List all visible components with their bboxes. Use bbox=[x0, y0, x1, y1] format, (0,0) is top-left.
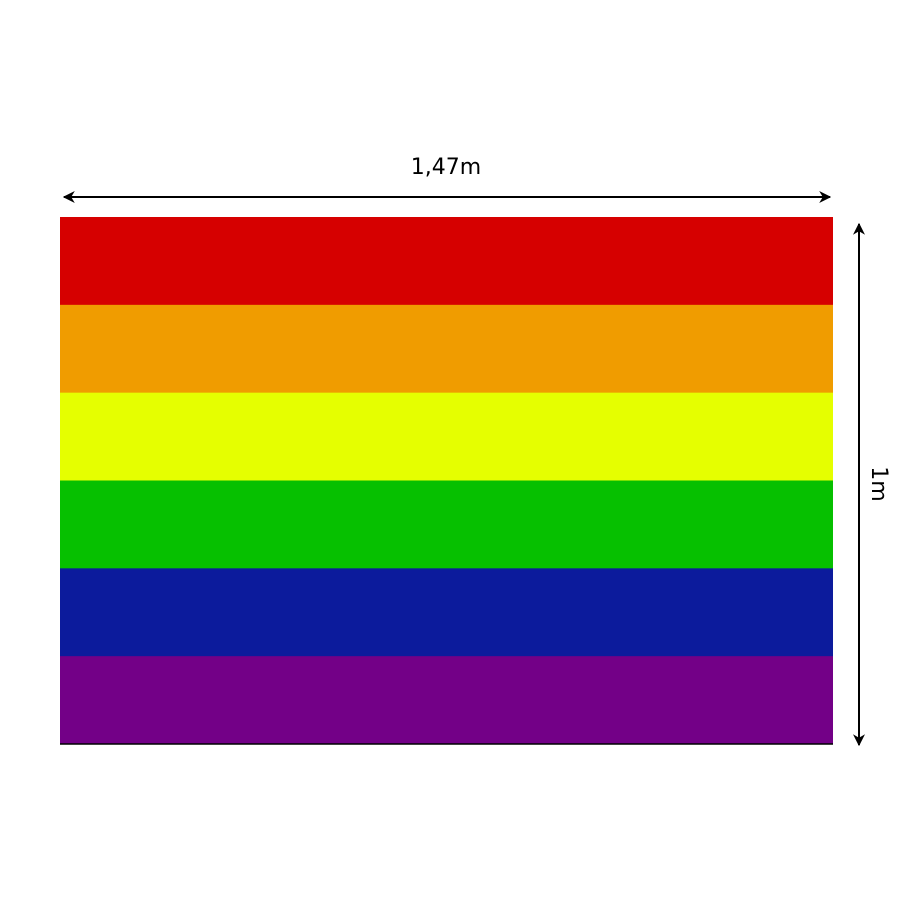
stripe-yellow bbox=[60, 392, 833, 481]
stripe-purple bbox=[60, 656, 833, 745]
stripe-red bbox=[60, 217, 833, 306]
height-label: 1m bbox=[866, 466, 891, 501]
width-label: 1,47m bbox=[411, 155, 481, 180]
stripe-blue bbox=[60, 568, 833, 657]
flag bbox=[60, 217, 833, 745]
stripe-green bbox=[60, 480, 833, 569]
stripe-orange bbox=[60, 304, 833, 394]
